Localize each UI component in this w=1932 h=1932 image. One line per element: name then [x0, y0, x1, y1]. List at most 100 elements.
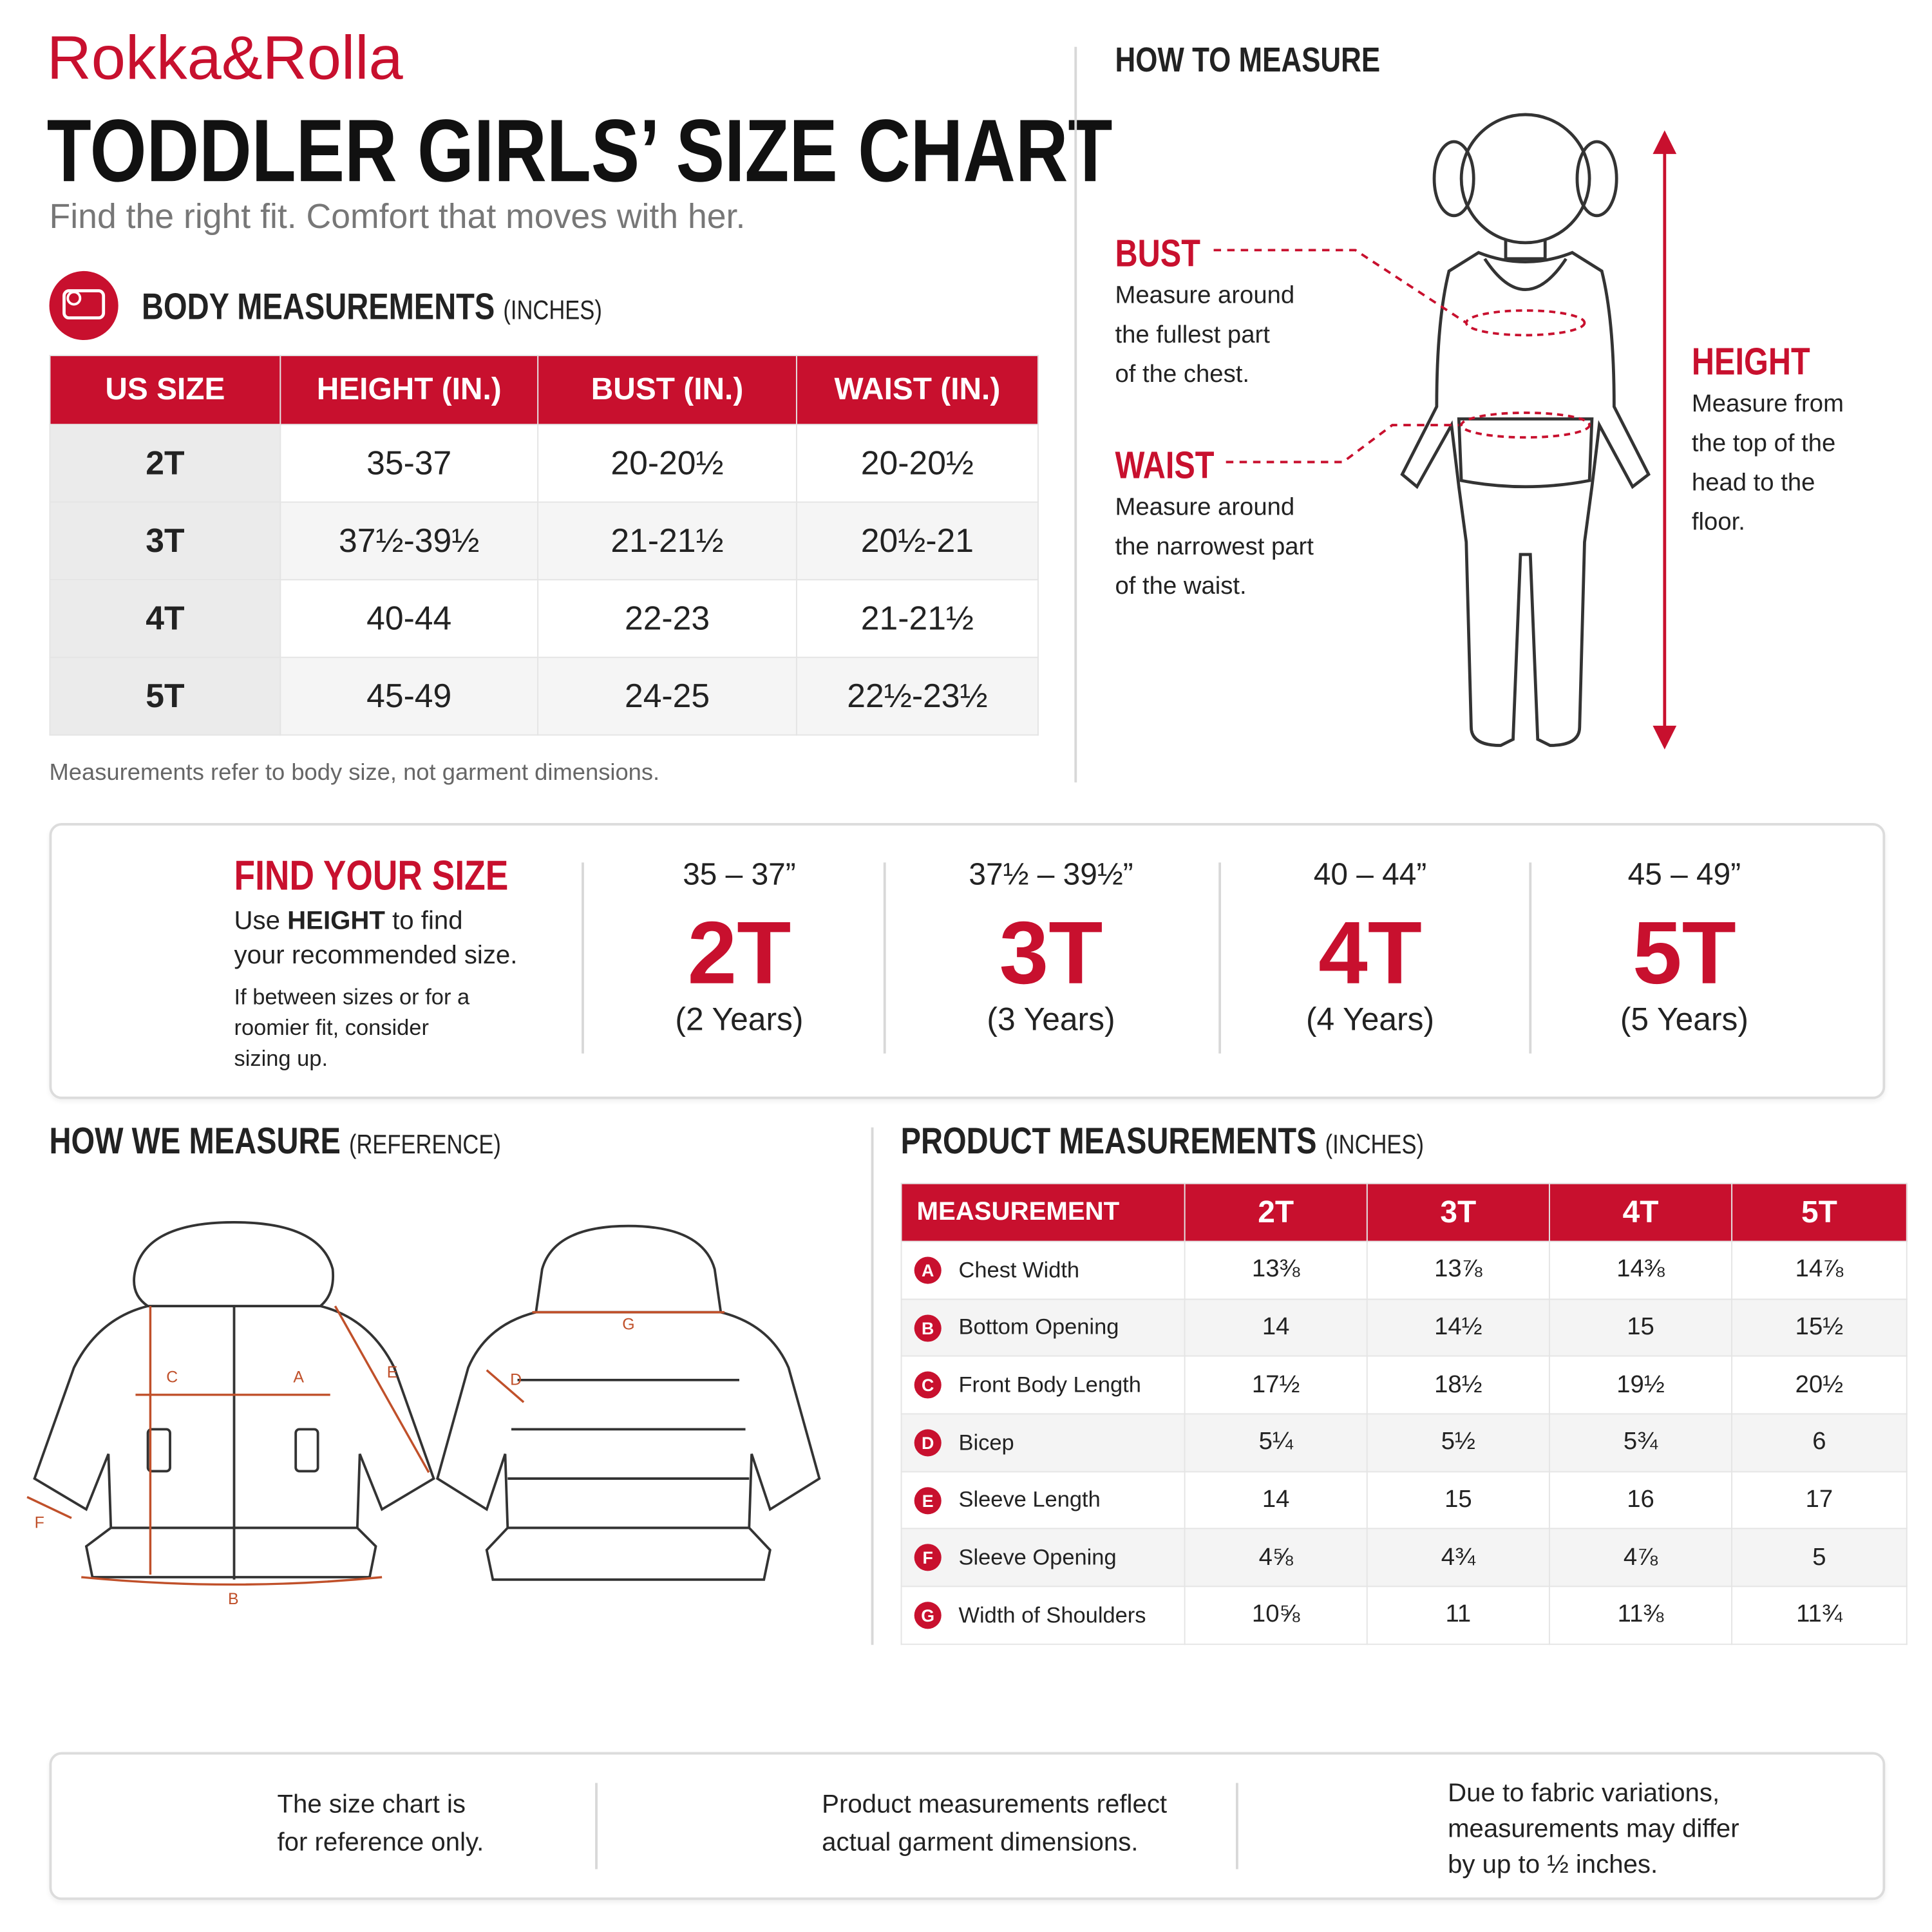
row: 5T 45-49 24-25 22½-23½ [49, 656, 1039, 736]
name: Sleeve Length [958, 1487, 1101, 1512]
heading: PRODUCT MEASUREMENTS [900, 1121, 1317, 1162]
column-header: WAIST (IN.) [795, 355, 1039, 426]
row: 4T 40-44 22-23 21-21½ [49, 579, 1039, 658]
tip: If between sizes or for a roomier fit, co… [234, 982, 470, 1074]
measure-text: floor. [1691, 509, 1745, 536]
cell: 6 [1731, 1413, 1908, 1472]
measure-text: of the waist. [1115, 573, 1247, 600]
measurement-name: F Sleeve Opening [900, 1528, 1186, 1587]
section-heading: HOW WE MEASURE (REFERENCE) [50, 1121, 501, 1163]
name: Chest Width [958, 1257, 1080, 1282]
cell: 18½ [1366, 1356, 1550, 1415]
girl-figure [1400, 113, 1651, 747]
name: Bicep [958, 1430, 1014, 1455]
footer-box [49, 1752, 1886, 1900]
cell: 45-49 [279, 656, 539, 736]
key-badge: G [914, 1602, 942, 1629]
cell: 5 [1731, 1528, 1908, 1587]
cell: 13⅞ [1366, 1240, 1550, 1300]
cell: 37½-39½ [279, 501, 539, 581]
body-table: US SIZE HEIGHT (IN.) BUST (IN.) WAIST (IN.)… [49, 355, 1039, 736]
cell: 21-21½ [795, 579, 1039, 658]
product-table: MEASUREMENT 2T 3T 4T 5T A Chest Width 13⅜ 13⅞ 14⅜… [900, 1182, 1908, 1645]
divider [1074, 46, 1077, 782]
cell: 5½ [1366, 1413, 1550, 1472]
cell: 17 [1731, 1470, 1908, 1530]
measurement-name: E Sleeve Length [900, 1470, 1186, 1530]
title: TODDLER GIRLS’ SIZE CHART [46, 102, 1113, 201]
cell: 14½ [1366, 1298, 1550, 1358]
footer-text: by up to ½ inches. [1448, 1850, 1658, 1879]
cell: 5¼ [1184, 1413, 1368, 1472]
note: (REFERENCE) [348, 1128, 501, 1160]
measure-text: head to the [1691, 469, 1815, 497]
header-row: MEASUREMENT 2T 3T 4T 5T [900, 1182, 1908, 1242]
diagram-label: F [34, 1513, 44, 1532]
key-badge: A [914, 1256, 942, 1284]
divider [1236, 1783, 1238, 1870]
size-cell: 4T [49, 579, 281, 658]
size-range: 35 – 37” [683, 857, 796, 893]
footer-text: for reference only. [277, 1828, 484, 1857]
divider [1218, 862, 1222, 1054]
jacket-front-measures [26, 1305, 430, 1586]
footer-text: measurements may differ [1448, 1815, 1739, 1844]
unit: (INCHES) [1325, 1128, 1424, 1160]
size-range: 37½ – 39½” [969, 857, 1133, 893]
cell: 35-37 [279, 424, 539, 503]
heading: BODY MEASUREMENTS [142, 287, 495, 328]
size-age: (5 Years) [1620, 1000, 1748, 1037]
find-size-intro: Use HEIGHT to find your recommended size. [234, 904, 518, 973]
footer-text: Due to fabric variations, [1448, 1779, 1720, 1808]
cell: 19½ [1548, 1356, 1733, 1415]
cell: 20-20½ [795, 424, 1039, 503]
key-badge: F [914, 1544, 942, 1572]
find-size-heading: FIND YOUR SIZE [234, 852, 509, 900]
cell: 20-20½ [537, 424, 797, 503]
row: D Bicep 5¼ 5½ 5¾ 6 [900, 1413, 1908, 1472]
size-age: (4 Years) [1305, 1000, 1435, 1037]
row: G Width of Shoulders 10⅝ 11 11⅜ 11¾ [900, 1586, 1908, 1645]
divider [871, 1127, 874, 1645]
measure-text: Measure around [1115, 494, 1295, 522]
column-header: 4T [1548, 1182, 1733, 1242]
divider [1529, 862, 1532, 1054]
size-range: 40 – 44” [1313, 857, 1427, 893]
diagram-label: C [166, 1367, 178, 1387]
name: Width of Shoulders [958, 1602, 1146, 1627]
section-heading: PRODUCT MEASUREMENTS (INCHES) [901, 1121, 1424, 1163]
key-badge: B [914, 1314, 942, 1341]
heading: HOW WE MEASURE [49, 1121, 341, 1162]
cell: 11¾ [1731, 1586, 1908, 1645]
size-range: 45 – 49” [1627, 857, 1741, 893]
size-cell: 2T [49, 424, 281, 503]
tip-line: roomier fit, consider [234, 1015, 429, 1040]
cell: 4⅝ [1184, 1528, 1368, 1587]
find-size-box [49, 823, 1886, 1099]
name: Sleeve Opening [958, 1545, 1117, 1570]
measure-label: HEIGHT [1691, 340, 1810, 384]
section-heading: HOW TO MEASURE [1115, 41, 1381, 79]
cell: 15 [1366, 1470, 1550, 1530]
cell: 15½ [1731, 1298, 1908, 1358]
tip-line: sizing up. [234, 1046, 328, 1071]
unit: (INCHES) [503, 294, 602, 326]
cell: 24-25 [537, 656, 797, 736]
diagram-label: G [622, 1314, 635, 1334]
row: E Sleeve Length 14 15 16 17 [900, 1470, 1908, 1530]
size-age: (3 Years) [987, 1000, 1115, 1037]
cell: 22½-23½ [795, 656, 1039, 736]
cell: 4⅞ [1548, 1528, 1733, 1587]
divider [595, 1783, 598, 1870]
size-cell: 5T [49, 656, 281, 736]
cell: 40-44 [279, 579, 539, 658]
diagram-label: B [227, 1589, 239, 1608]
text: your recommended size. [234, 941, 518, 970]
size-cell: 3T [49, 501, 281, 581]
jacket-back [435, 1224, 821, 1581]
cell: 14⅜ [1548, 1240, 1733, 1300]
column-header: 5T [1731, 1182, 1908, 1242]
diagram-label: A [293, 1367, 304, 1387]
measurement-name: G Width of Shoulders [900, 1586, 1186, 1645]
